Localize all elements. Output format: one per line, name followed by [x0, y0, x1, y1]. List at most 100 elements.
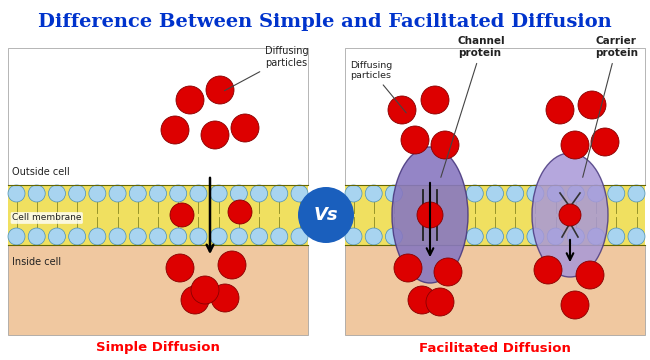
- Bar: [345, 48, 645, 185]
- Text: Carrier
protein: Carrier protein: [582, 36, 638, 177]
- Text: Channel
protein: Channel protein: [441, 36, 506, 177]
- Bar: [8, 245, 308, 335]
- Circle shape: [567, 185, 584, 202]
- Circle shape: [345, 185, 362, 202]
- Circle shape: [170, 203, 194, 227]
- Circle shape: [69, 228, 86, 245]
- Circle shape: [210, 185, 227, 202]
- Circle shape: [129, 185, 146, 202]
- Circle shape: [534, 256, 562, 284]
- Circle shape: [250, 185, 268, 202]
- Circle shape: [181, 286, 209, 314]
- Circle shape: [176, 86, 204, 114]
- Circle shape: [527, 228, 544, 245]
- Circle shape: [417, 202, 443, 228]
- Circle shape: [426, 288, 454, 316]
- Circle shape: [559, 204, 581, 226]
- Circle shape: [507, 228, 524, 245]
- Circle shape: [109, 228, 126, 245]
- Circle shape: [129, 228, 146, 245]
- Circle shape: [291, 228, 308, 245]
- Text: Diffusing
particles: Diffusing particles: [224, 46, 309, 91]
- Circle shape: [170, 185, 187, 202]
- Circle shape: [431, 131, 459, 159]
- Circle shape: [421, 86, 449, 114]
- Circle shape: [588, 228, 604, 245]
- Circle shape: [170, 228, 187, 245]
- Circle shape: [507, 185, 524, 202]
- Circle shape: [345, 228, 362, 245]
- Circle shape: [228, 200, 252, 224]
- Circle shape: [190, 228, 207, 245]
- Circle shape: [8, 185, 25, 202]
- Circle shape: [628, 228, 645, 245]
- Text: Diffusing
particles: Diffusing particles: [350, 60, 406, 113]
- Circle shape: [434, 258, 462, 286]
- Circle shape: [576, 261, 604, 289]
- Ellipse shape: [532, 153, 608, 277]
- Ellipse shape: [392, 147, 468, 283]
- Bar: [8, 185, 308, 245]
- Circle shape: [547, 185, 564, 202]
- Circle shape: [271, 185, 288, 202]
- Circle shape: [561, 131, 589, 159]
- Text: Simple Diffusion: Simple Diffusion: [96, 342, 220, 355]
- Circle shape: [486, 185, 504, 202]
- Circle shape: [271, 228, 288, 245]
- Circle shape: [150, 185, 166, 202]
- Circle shape: [191, 276, 219, 304]
- Circle shape: [527, 185, 544, 202]
- Circle shape: [578, 91, 606, 119]
- Circle shape: [49, 185, 66, 202]
- Circle shape: [408, 286, 436, 314]
- Circle shape: [218, 251, 246, 279]
- Circle shape: [28, 185, 46, 202]
- Circle shape: [608, 185, 625, 202]
- Circle shape: [250, 228, 268, 245]
- Circle shape: [547, 228, 564, 245]
- Bar: [345, 185, 645, 245]
- Circle shape: [385, 228, 402, 245]
- Circle shape: [206, 76, 234, 104]
- Circle shape: [230, 185, 248, 202]
- Circle shape: [190, 185, 207, 202]
- Circle shape: [388, 96, 416, 124]
- Circle shape: [291, 185, 308, 202]
- Circle shape: [231, 114, 259, 142]
- Text: Cell membrane: Cell membrane: [12, 213, 81, 222]
- Bar: [8, 48, 308, 185]
- Text: Difference Between Simple and Facilitated Diffusion: Difference Between Simple and Facilitate…: [38, 13, 612, 31]
- Circle shape: [628, 185, 645, 202]
- Circle shape: [486, 228, 504, 245]
- Circle shape: [561, 291, 589, 319]
- Text: Facilitated Diffusion: Facilitated Diffusion: [419, 342, 571, 355]
- Circle shape: [161, 116, 189, 144]
- Circle shape: [588, 185, 604, 202]
- Circle shape: [211, 284, 239, 312]
- Circle shape: [166, 254, 194, 282]
- Circle shape: [365, 185, 382, 202]
- Text: Outside cell: Outside cell: [12, 167, 70, 177]
- Circle shape: [201, 121, 229, 149]
- Circle shape: [49, 228, 66, 245]
- Circle shape: [28, 228, 46, 245]
- Circle shape: [69, 185, 86, 202]
- Circle shape: [567, 228, 584, 245]
- Circle shape: [385, 185, 402, 202]
- Circle shape: [591, 128, 619, 156]
- Circle shape: [365, 228, 382, 245]
- Circle shape: [401, 126, 429, 154]
- Circle shape: [109, 185, 126, 202]
- Circle shape: [230, 228, 248, 245]
- Circle shape: [298, 187, 354, 243]
- Circle shape: [546, 96, 574, 124]
- Circle shape: [608, 228, 625, 245]
- Circle shape: [466, 185, 484, 202]
- Bar: [345, 245, 645, 335]
- Circle shape: [210, 228, 227, 245]
- Text: Vs: Vs: [314, 206, 338, 224]
- Circle shape: [466, 228, 484, 245]
- Circle shape: [394, 254, 422, 282]
- Circle shape: [8, 228, 25, 245]
- Circle shape: [89, 185, 106, 202]
